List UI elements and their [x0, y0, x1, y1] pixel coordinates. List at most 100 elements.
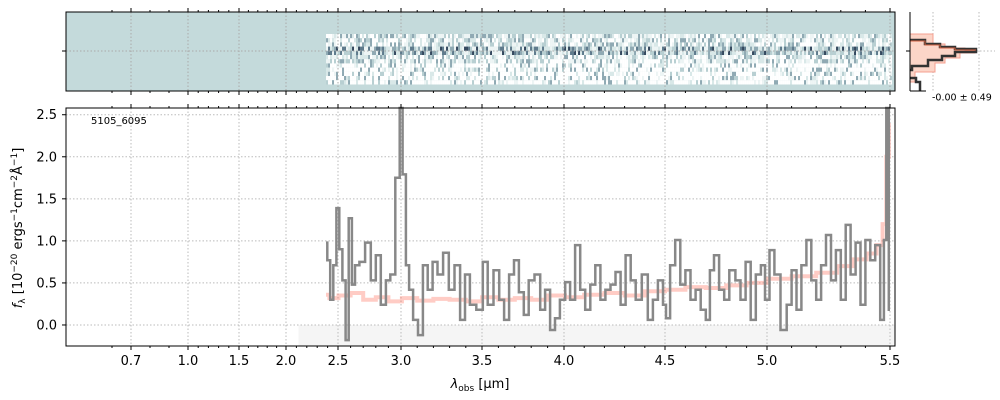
2d-pixel [648, 55, 651, 60]
2d-pixel [674, 67, 677, 72]
2d-pixel [654, 55, 657, 60]
2d-pixel [642, 59, 645, 64]
2d-pixel [546, 46, 549, 51]
2d-pixel [456, 50, 459, 56]
2d-pixel [588, 34, 591, 39]
2d-pixel [794, 76, 797, 81]
2d-pixel [768, 34, 771, 39]
2d-pixel [872, 50, 875, 56]
2d-pixel [588, 42, 591, 47]
2d-pixel [516, 67, 519, 72]
2d-pixel [660, 38, 663, 43]
2d-pixel [884, 46, 887, 51]
2d-pixel [798, 71, 801, 77]
2d-pixel [812, 42, 815, 47]
2d-pixel [780, 42, 783, 47]
2d-pixel [554, 76, 557, 81]
2d-pixel [618, 42, 621, 47]
2d-pixel [338, 46, 341, 51]
2d-pixel [866, 71, 869, 77]
2d-pixel [522, 63, 525, 68]
2d-pixel [742, 67, 745, 72]
2d-pixel [704, 46, 707, 51]
2d-pixel [708, 80, 711, 85]
2d-pixel [670, 59, 673, 64]
2d-pixel [524, 59, 527, 64]
2d-pixel [752, 46, 755, 51]
2d-pixel [748, 80, 751, 85]
2d-pixel [470, 59, 473, 64]
2d-pixel [560, 67, 563, 72]
2d-pixel [502, 46, 505, 51]
2d-pixel [600, 71, 603, 77]
2d-pixel [778, 55, 781, 60]
2d-pixel [730, 63, 733, 68]
2d-pixel [756, 59, 759, 64]
2d-pixel [672, 80, 675, 85]
2d-pixel [808, 55, 811, 60]
2d-pixel [536, 76, 539, 81]
2d-pixel [886, 38, 889, 43]
2d-pixel [714, 50, 717, 56]
2d-pixel [868, 55, 871, 60]
2d-pixel [748, 46, 751, 51]
2d-pixel [854, 63, 857, 68]
2d-pixel [542, 71, 545, 77]
2d-pixel [554, 50, 557, 56]
2d-pixel [368, 59, 371, 64]
2d-pixel [354, 50, 357, 56]
2d-pixel [866, 42, 869, 47]
2d-pixel [890, 50, 893, 56]
2d-pixel [360, 80, 363, 85]
2d-pixel [802, 38, 805, 43]
2d-pixel [378, 50, 381, 56]
2d-pixel [652, 59, 655, 64]
2d-pixel [478, 42, 481, 47]
2d-pixel [436, 80, 439, 85]
2d-pixel [336, 67, 339, 72]
2d-pixel [550, 34, 553, 39]
2d-pixel [788, 76, 791, 81]
2d-pixel [880, 38, 883, 43]
2d-pixel [348, 71, 351, 77]
2d-pixel [368, 34, 371, 39]
2d-pixel [762, 55, 765, 60]
2d-pixel [418, 46, 421, 51]
2d-pixel [830, 42, 833, 47]
2d-pixel [726, 50, 729, 56]
2d-pixel [400, 50, 403, 56]
2d-pixel [438, 42, 441, 47]
2d-pixel [594, 34, 597, 39]
2d-pixel [468, 63, 471, 68]
2d-pixel [720, 50, 723, 56]
2d-pixel [642, 42, 645, 47]
2d-spectrum-image [326, 34, 893, 85]
2d-pixel [724, 63, 727, 68]
2d-pixel [856, 34, 859, 39]
2d-pixel [558, 42, 561, 47]
2d-pixel [698, 50, 701, 56]
2d-pixel [666, 38, 669, 43]
2d-pixel [682, 59, 685, 64]
2d-pixel [820, 55, 823, 60]
2d-pixel [564, 34, 567, 39]
2d-pixel [584, 38, 587, 43]
2d-pixel [734, 76, 737, 81]
2d-pixel [490, 80, 493, 85]
2d-pixel [454, 63, 457, 68]
2d-pixel [886, 46, 889, 51]
2d-pixel [560, 55, 563, 60]
2d-pixel [594, 55, 597, 60]
2d-pixel [342, 67, 345, 72]
2d-pixel [784, 34, 787, 39]
2d-pixel [546, 76, 549, 81]
2d-pixel [444, 63, 447, 68]
2d-pixel [844, 63, 847, 68]
2d-pixel [508, 80, 511, 85]
2d-pixel [468, 59, 471, 64]
2d-pixel [568, 67, 571, 72]
2d-pixel [756, 50, 759, 56]
2d-pixel [692, 80, 695, 85]
2d-pixel [422, 50, 425, 56]
2d-pixel [374, 50, 377, 56]
